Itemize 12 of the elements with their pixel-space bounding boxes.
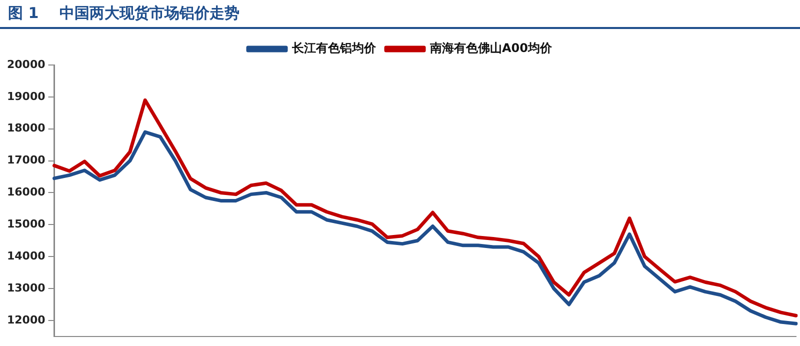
y-tick-label: 17000 — [6, 154, 46, 167]
y-tick-label: 12000 — [6, 313, 46, 326]
chart-title: 图 1 中国两大现货市场铝价走势 — [0, 0, 800, 29]
y-tick-label: 18000 — [6, 122, 46, 135]
y-tick-label: 20000 — [6, 58, 46, 71]
y-tick-label: 19000 — [6, 90, 46, 103]
y-tick-label: 14000 — [6, 249, 46, 262]
y-tick-label: 15000 — [6, 218, 46, 231]
y-tick-label: 13000 — [6, 281, 46, 294]
y-tick-label: 16000 — [6, 186, 46, 199]
legend-label: 南海有色佛山A00均价 — [429, 41, 553, 56]
legend-label: 长江有色铝均价 — [291, 41, 378, 56]
